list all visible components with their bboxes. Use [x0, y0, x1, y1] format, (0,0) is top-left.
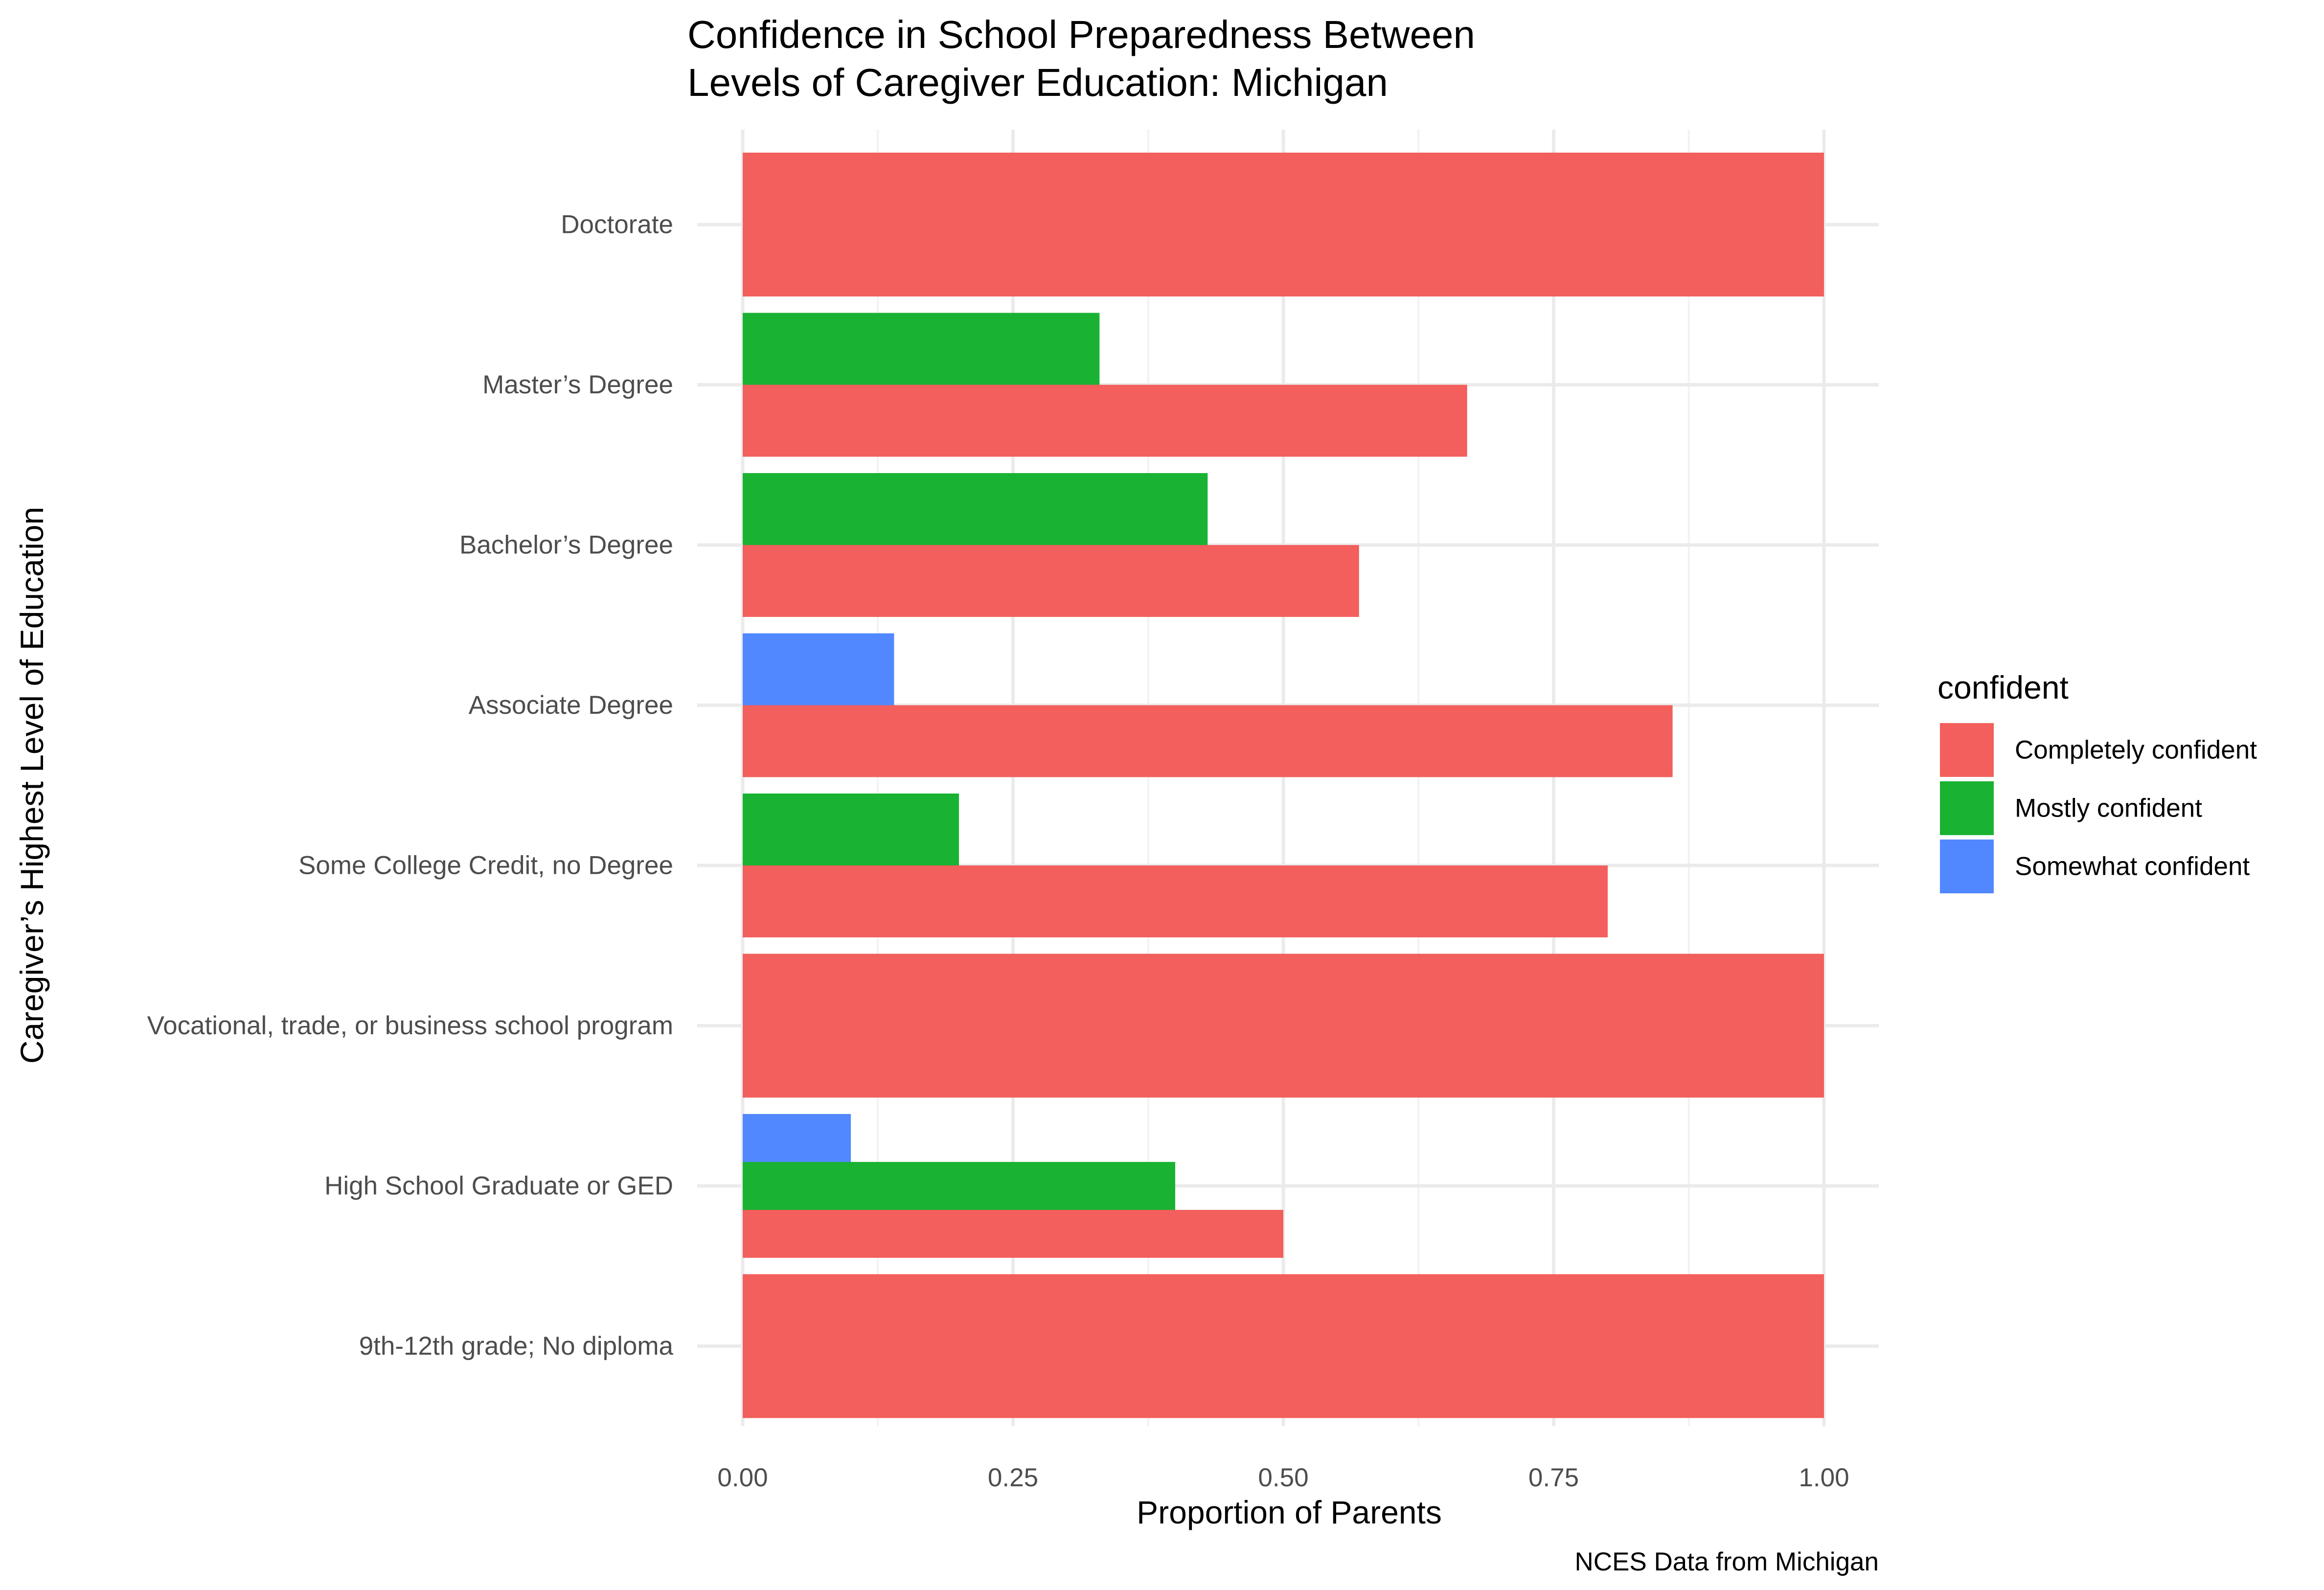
bar-completely-confident	[743, 865, 1608, 937]
y-tick-label: Associate Degree	[469, 691, 673, 720]
x-tick-label: 0.00	[717, 1463, 768, 1492]
bar-completely-confident	[743, 705, 1673, 777]
bar-mostly-confident	[743, 794, 959, 865]
chart-title-line-1: Confidence in School Preparedness Betwee…	[687, 13, 1475, 56]
legend-swatch	[1940, 840, 1994, 893]
bar-somewhat-confident	[743, 633, 894, 705]
bar-mostly-confident	[743, 1162, 1175, 1210]
y-axis-title: Caregiver’s Highest Level of Education	[14, 507, 50, 1064]
bar-somewhat-confident	[743, 1114, 851, 1162]
x-tick-label: 0.25	[988, 1463, 1038, 1492]
bar-completely-confident	[743, 385, 1467, 457]
x-tick-label: 0.50	[1258, 1463, 1308, 1492]
y-tick-label: Bachelor’s Degree	[459, 531, 673, 560]
y-tick-label: Some College Credit, no Degree	[298, 851, 673, 880]
chart-title-line-2: Levels of Caregiver Education: Michigan	[687, 61, 1388, 104]
axis-ticks: Doctorate Master’s Degree Bachelor’s Degre…	[147, 210, 1849, 1493]
chart-caption: NCES Data from Michigan	[1575, 1547, 1879, 1576]
legend-label: Mostly confident	[2015, 794, 2202, 823]
bar-completely-confident	[743, 1210, 1283, 1258]
legend-label: Somewhat confident	[2015, 852, 2250, 881]
legend-swatch	[1940, 781, 1994, 835]
bar-mostly-confident	[743, 473, 1208, 545]
legend-swatch	[1940, 723, 1994, 777]
chart-title: Confidence in School Preparedness Betwee…	[687, 13, 1475, 104]
y-tick-label: High School Graduate or GED	[324, 1172, 673, 1201]
bar-completely-confident	[743, 1274, 1824, 1418]
bars	[743, 153, 1824, 1418]
bar-mostly-confident	[743, 313, 1100, 385]
x-axis-title: Proportion of Parents	[1137, 1494, 1442, 1530]
bar-completely-confident	[743, 545, 1359, 617]
y-tick-label: 9th-12th grade; No diploma	[359, 1332, 674, 1361]
bar-completely-confident	[743, 954, 1824, 1098]
y-tick-label: Master’s Degree	[482, 370, 673, 399]
x-tick-label: 1.00	[1799, 1463, 1849, 1492]
x-tick-label: 0.75	[1528, 1463, 1579, 1492]
legend: confident Completely confident Mostly con…	[1937, 669, 2257, 893]
y-tick-label: Doctorate	[561, 210, 673, 239]
y-tick-label: Vocational, trade, or business school pr…	[147, 1011, 673, 1040]
legend-label: Completely confident	[2015, 736, 2257, 765]
legend-title: confident	[1937, 669, 2069, 705]
bar-completely-confident	[743, 153, 1824, 296]
